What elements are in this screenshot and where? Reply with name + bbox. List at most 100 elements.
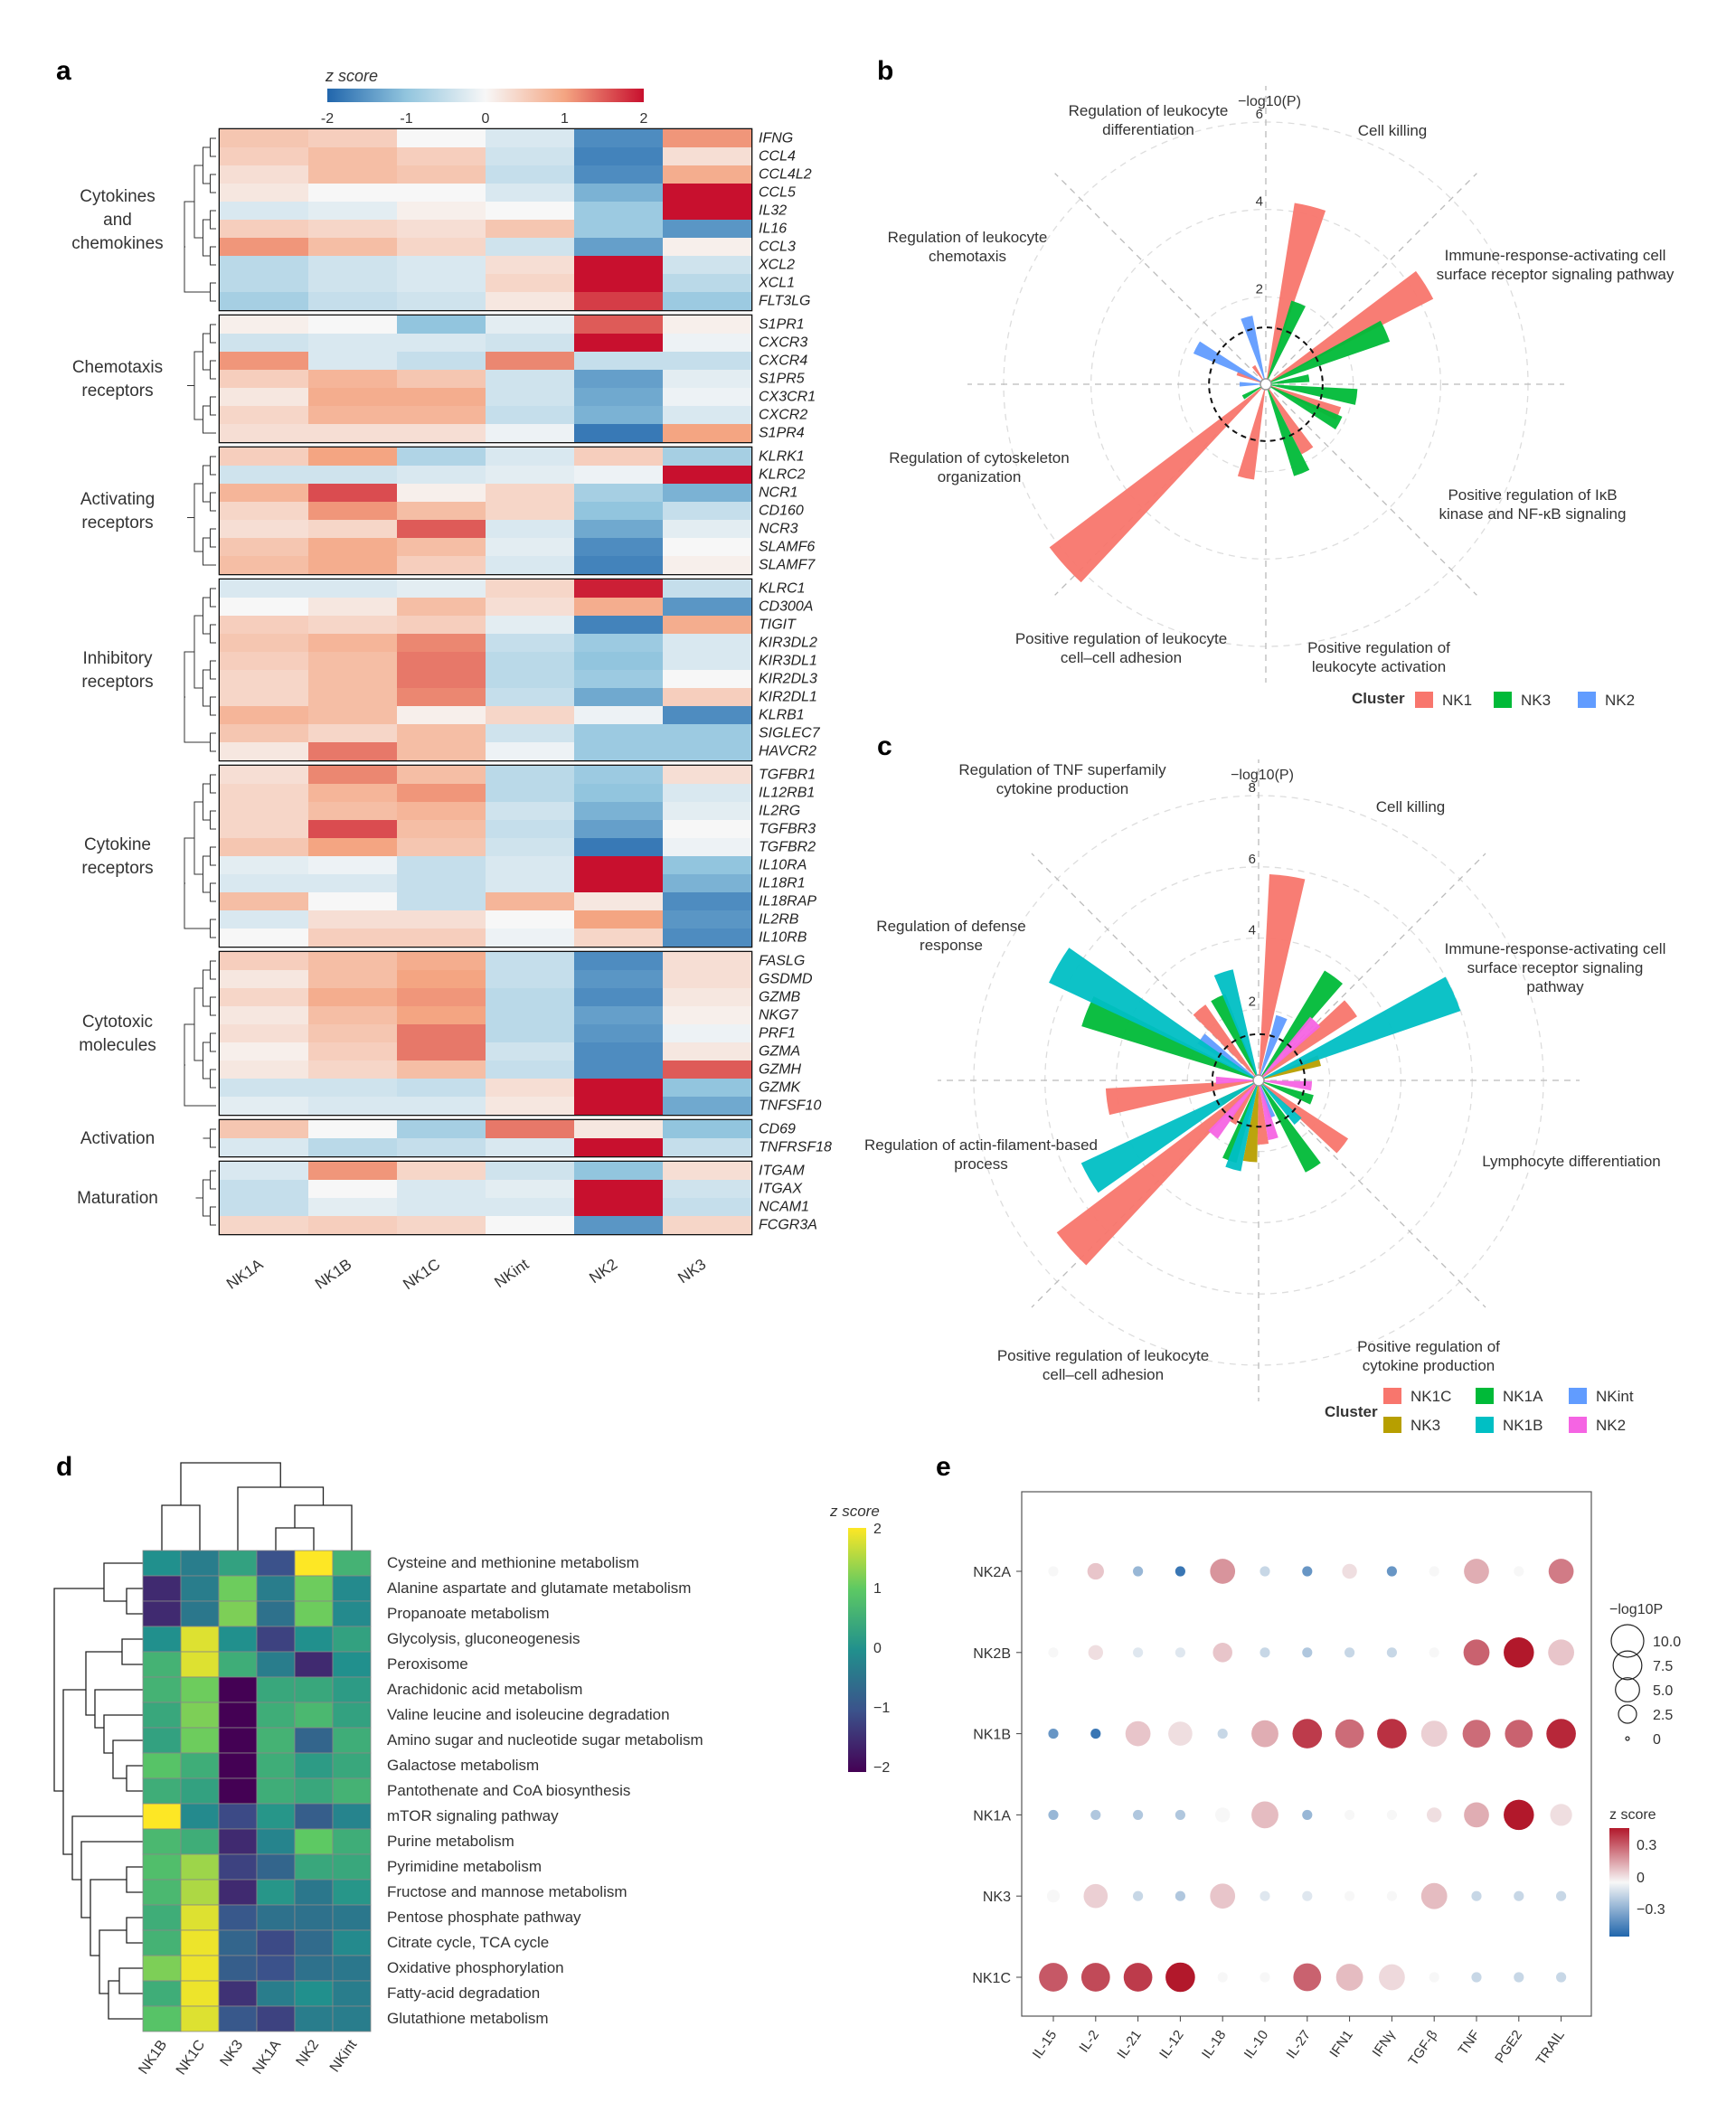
dendrogram-branch xyxy=(210,732,216,752)
gene-label: KIR3DL1 xyxy=(759,653,817,668)
pathway-term-label: Cell killing xyxy=(1376,798,1446,815)
dot xyxy=(1386,1809,1397,1820)
zscore-legend-ticks-d: 2 1 0 −1 −2 xyxy=(873,1522,890,1776)
pathway-term-label: surface receptor signaling xyxy=(1467,959,1644,976)
heatmap-cell xyxy=(574,1079,663,1097)
heatmap-cell xyxy=(218,1904,258,1931)
dot xyxy=(1471,1890,1482,1901)
heatmap-cell xyxy=(397,1198,486,1216)
heatmap-cell xyxy=(308,892,397,910)
polar-bar xyxy=(1257,1080,1269,1145)
polar-center xyxy=(1260,378,1272,391)
heatmap-cell xyxy=(294,1980,334,2007)
cluster-legend-c: Cluster NK1C NK1A NKint NK3 NK1B NK2 xyxy=(1325,1388,1634,1434)
heatmap-cell xyxy=(218,1777,258,1805)
heatmap-cell xyxy=(180,1777,220,1805)
heatmap-cell xyxy=(220,147,308,165)
dot xyxy=(1175,1647,1185,1658)
gene-group-label: Activating xyxy=(80,490,155,509)
pathway-term-label: leukocyte activation xyxy=(1312,658,1446,675)
dot xyxy=(1133,1809,1144,1820)
gene-label: CCL3 xyxy=(759,239,796,254)
legend-tick-label: −0.3 xyxy=(1637,1902,1665,1918)
heatmap-cell xyxy=(486,874,574,892)
heatmap-cell xyxy=(256,1828,296,1855)
heatmap-cell xyxy=(486,316,574,334)
heatmap-cell xyxy=(180,1626,220,1653)
gene-label: TGFBR2 xyxy=(759,839,816,854)
heatmap-cell xyxy=(308,352,397,370)
dendrogram-branch xyxy=(210,960,216,980)
dot xyxy=(1429,1566,1439,1577)
legend-tick-label: -1 xyxy=(400,111,412,127)
heatmap-cell xyxy=(486,766,574,784)
heatmap-cell xyxy=(663,970,751,988)
polar-bar xyxy=(1259,976,1461,1080)
heatmap-cell xyxy=(220,1024,308,1042)
heatmap-cell xyxy=(397,1120,486,1138)
legend-tick-label: 0.3 xyxy=(1637,1838,1656,1853)
heatmap-cell xyxy=(574,556,663,574)
heatmap-cell xyxy=(397,334,486,352)
gene-label: KIR3DL2 xyxy=(759,635,817,650)
pathway-label: Alanine aspartate and glutamate metaboli… xyxy=(387,1579,691,1597)
legend-tick-label: 0 xyxy=(873,1641,882,1656)
heatmap-cell xyxy=(574,448,663,466)
heatmap-cell xyxy=(332,1904,372,1931)
gene-label: NCR1 xyxy=(759,485,798,500)
panel-label-c: c xyxy=(877,731,892,761)
heatmap-cell xyxy=(218,1651,258,1678)
heatmap-cell xyxy=(397,292,486,310)
heatmap-cell xyxy=(332,1550,372,1577)
heatmap-cell xyxy=(220,220,308,238)
pathway-term-label: Regulation of cytoskeleton xyxy=(889,449,1069,467)
dendrogram-branch xyxy=(112,1739,143,1779)
dendrogram-branch xyxy=(121,1638,143,1665)
gene-label: IL2RB xyxy=(759,911,799,927)
heatmap-cell xyxy=(308,598,397,616)
heatmap-cell xyxy=(574,165,663,184)
heatmap-cell xyxy=(220,1216,308,1234)
heatmap-cell xyxy=(220,724,308,742)
legend-swatch xyxy=(1569,1388,1587,1404)
polar-bar xyxy=(1225,1080,1259,1172)
column-label: NK1B xyxy=(136,2038,170,2078)
heatmap-cell xyxy=(397,316,486,334)
heatmap-cell xyxy=(308,238,397,256)
legend-swatch xyxy=(1415,692,1433,708)
gene-group-label: Chemotaxis xyxy=(72,358,163,377)
heatmap-cell xyxy=(256,1651,296,1678)
x-axis-label: IL-2 xyxy=(1076,2028,1102,2056)
heatmap-cell xyxy=(142,1777,182,1805)
gene-label: GZMB xyxy=(759,989,801,1004)
legend-swatch xyxy=(1569,1417,1587,1433)
heatmap-cell xyxy=(308,1120,397,1138)
pathway-term-label: Lymphocyte differentiation xyxy=(1482,1153,1661,1170)
dot-plot-e: NK2A NK2B NK1B NK1A NK3 NK1C IL-15 IL-2 IL-21 IL-… xyxy=(972,1559,1576,2069)
gene-label: IL10RA xyxy=(759,857,807,872)
heatmap-cell xyxy=(142,1853,182,1881)
heatmap-cell xyxy=(574,538,663,556)
pathway-label: Amino sugar and nucleotide sugar metabol… xyxy=(387,1731,703,1749)
dot xyxy=(1302,1647,1313,1658)
heatmap-cell xyxy=(486,1162,574,1180)
heatmap-cell xyxy=(663,292,751,310)
heatmap-cell xyxy=(397,1006,486,1024)
heatmap-cell xyxy=(142,1676,182,1703)
heatmap-cell xyxy=(574,874,663,892)
heatmap-cell xyxy=(256,2005,296,2032)
pathway-term-label: Positive regulation of xyxy=(1307,639,1450,656)
heatmap-cell xyxy=(220,892,308,910)
heatmap-cell xyxy=(397,466,486,484)
y-axis-label: NK1C xyxy=(972,1971,1011,1986)
dot xyxy=(1420,1720,1448,1747)
dot xyxy=(1090,1809,1101,1820)
zscore-legend-ticks-e: 0.3 0 −0.3 xyxy=(1637,1838,1665,1918)
gene-group-label: Cytokine xyxy=(84,835,151,854)
column-label: NK1B xyxy=(312,1256,354,1293)
polar-bar xyxy=(1259,1080,1321,1173)
gene-label: S1PR4 xyxy=(759,425,805,440)
heatmap-cell xyxy=(397,165,486,184)
dot xyxy=(1463,1639,1490,1666)
heatmap-cell xyxy=(220,929,308,947)
